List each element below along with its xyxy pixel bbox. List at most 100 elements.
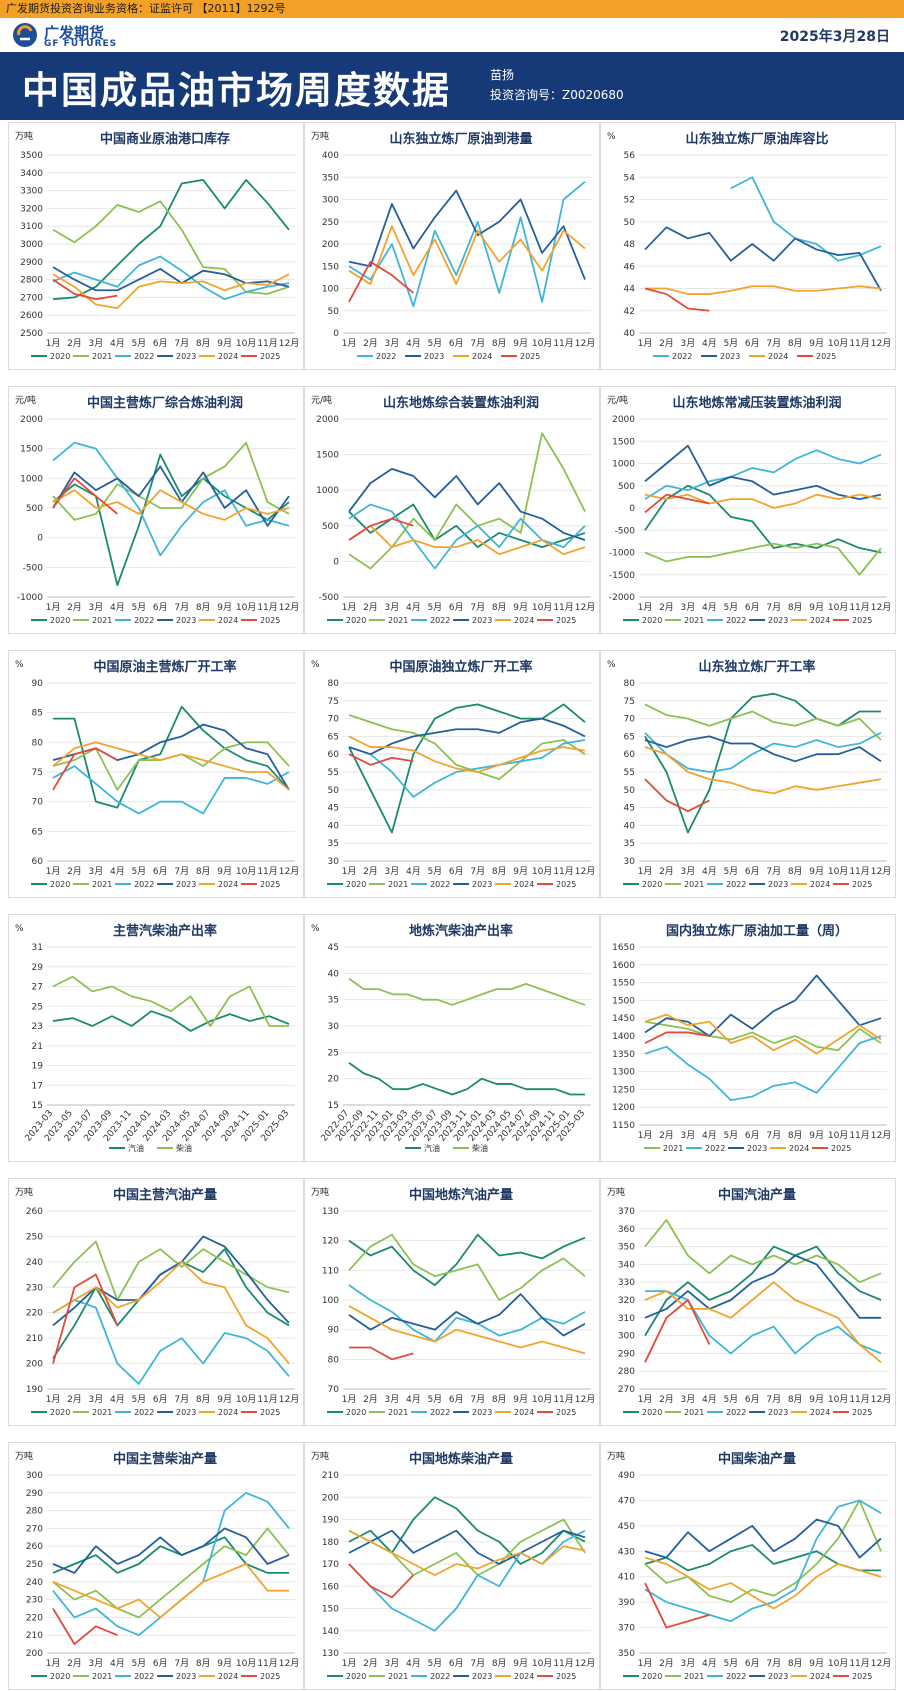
y-tick-label: 260 [26, 1542, 43, 1552]
y-tick-label: 280 [26, 1507, 43, 1517]
legend-label: 2023 [424, 352, 444, 361]
chart-panel: 中国原油独立炼厂开工率% 30 35 40 45 50 55 60 65 70 75 80 1月 2月 3月… [304, 650, 600, 898]
legend-label: 2025 [816, 352, 836, 361]
x-tick-label: 3月 [385, 1658, 400, 1669]
y-tick-label: 0 [629, 504, 635, 514]
series-line-2023 [644, 444, 882, 500]
chart-unit: % [607, 132, 616, 142]
x-tick-label: 7月 [766, 602, 781, 613]
y-tick-label: 260 [26, 1207, 43, 1217]
x-tick-label: 5月 [723, 1394, 738, 1405]
x-tick-label: 1月 [342, 338, 357, 349]
y-tick-label: 60 [624, 750, 636, 760]
legend-label: 2023 [176, 1408, 196, 1417]
x-tick-label: 1月 [46, 866, 61, 877]
x-tick-label: 10月 [532, 602, 552, 613]
y-tick-label: 2000 [316, 415, 339, 425]
x-tick-label: 12月 [575, 866, 595, 877]
y-tick-label: 44 [624, 285, 636, 295]
legend-label: 柴油 [176, 1143, 192, 1153]
series-line-2024 [348, 735, 586, 773]
x-tick-label: 12月 [871, 1658, 891, 1669]
series-line-2022 [52, 441, 290, 557]
y-tick-label: 320 [618, 1296, 635, 1306]
series-line-2025 [644, 493, 710, 514]
chart-svg: 主营汽柴油产出率%1517192123252729312023-032023-0… [15, 923, 295, 1153]
series-line-2024 [348, 524, 586, 556]
legend-label: 2024 [789, 1144, 809, 1153]
y-tick-label: 2500 [20, 329, 43, 339]
x-tick-label: 11月 [553, 1394, 573, 1405]
y-tick-label: 27 [32, 983, 43, 993]
legend-label: 2023 [472, 1408, 492, 1417]
series-line-2023 [644, 735, 882, 763]
chart-unit: 元/吨 [15, 394, 36, 406]
x-tick-label: 12月 [279, 1394, 299, 1405]
y-tick-label: 1150 [612, 1121, 635, 1131]
series-line-2021 [644, 703, 882, 741]
x-tick-label: 5月 [723, 602, 738, 613]
x-tick-label: 1月 [342, 1658, 357, 1669]
x-tick-label: 9月 [809, 1394, 824, 1405]
x-tick-label: 5月 [427, 866, 442, 877]
y-tick-label: 2000 [612, 415, 635, 425]
x-tick-label: 4月 [110, 1394, 125, 1405]
y-tick-label: 390 [618, 1598, 635, 1608]
y-tick-label: 3000 [20, 240, 43, 250]
series-line-2023 [348, 1293, 586, 1337]
x-tick-label: 8月 [788, 338, 803, 349]
y-tick-label: 80 [328, 1355, 340, 1365]
y-tick-label: 290 [26, 1489, 43, 1499]
y-tick-label: 40 [328, 969, 340, 979]
chart-unit: 万吨 [607, 1450, 625, 1462]
chart-panel: 中国主营柴油产量 万吨 200 210 220 230 240 250 260 270 280 290… [8, 1442, 304, 1690]
x-tick-label: 12月 [871, 1394, 891, 1405]
x-tick-label: 11月 [849, 338, 869, 349]
license-bar: 广发期货投资咨询业务资格：证监许可 【2011】1292号 [0, 0, 904, 18]
legend-label: 2024 [810, 1672, 830, 1681]
legend-label: 2022 [726, 880, 746, 889]
x-tick-label: 4月 [110, 1658, 125, 1669]
x-tick-label: 6月 [449, 866, 464, 877]
legend-label: 2024 [810, 616, 830, 625]
x-tick-label: 9月 [217, 338, 232, 349]
x-tick-label: 7月 [766, 1658, 781, 1669]
legend-label: 2020 [346, 1408, 366, 1417]
series-line-2023 [644, 1254, 881, 1319]
x-tick-label: 5月 [131, 866, 146, 877]
y-tick-label: 200 [322, 1493, 339, 1503]
x-tick-label: 4月 [702, 1394, 717, 1405]
series-line-2022 [644, 1499, 882, 1623]
x-tick-label: 8月 [492, 1394, 507, 1405]
x-tick-label: 5月 [427, 1658, 442, 1669]
y-tick-label: 140 [322, 1627, 339, 1637]
x-tick-label: 3月 [681, 602, 696, 613]
x-tick-label: 9月 [809, 1130, 824, 1141]
x-tick-label: 8月 [788, 866, 803, 877]
chart-panel: 中国地炼柴油产量 万吨 130 140 150 160 170 180 190 200 210 1月 2… [304, 1442, 600, 1690]
legend-label: 2023 [720, 352, 740, 361]
x-tick-label: 2月 [659, 338, 674, 349]
chart-title: 中国原油主营炼厂开工率 [93, 659, 236, 675]
x-tick-label: 12月 [871, 866, 891, 877]
x-tick-label: 4月 [702, 1658, 717, 1669]
series-line-2020 [644, 484, 882, 554]
x-tick-label: 2月 [67, 866, 82, 877]
x-tick-label: 11月 [849, 602, 869, 613]
x-tick-label: 6月 [153, 338, 168, 349]
chart-title: 中国汽油产量 [718, 1187, 796, 1203]
x-tick-label: 11月 [553, 338, 573, 349]
chart-panel: 中国主营炼厂综合炼油利润 元/吨 -1000 -500 0 500 1000 1500 2000… [8, 386, 304, 634]
series-line-2023 [644, 974, 882, 1037]
series-line-2025 [644, 1299, 711, 1363]
legend-label: 2021 [92, 352, 112, 361]
y-tick-label: 55 [328, 768, 339, 778]
legend-label: 2023 [472, 616, 492, 625]
x-tick-label: 6月 [745, 1394, 760, 1405]
series-line-2022 [348, 181, 586, 308]
series-line-2025 [348, 517, 414, 541]
series-line-2021 [52, 441, 290, 521]
x-tick-label: 7月 [174, 866, 189, 877]
series-line-2022 [730, 176, 882, 262]
y-tick-label: 40 [624, 329, 636, 339]
